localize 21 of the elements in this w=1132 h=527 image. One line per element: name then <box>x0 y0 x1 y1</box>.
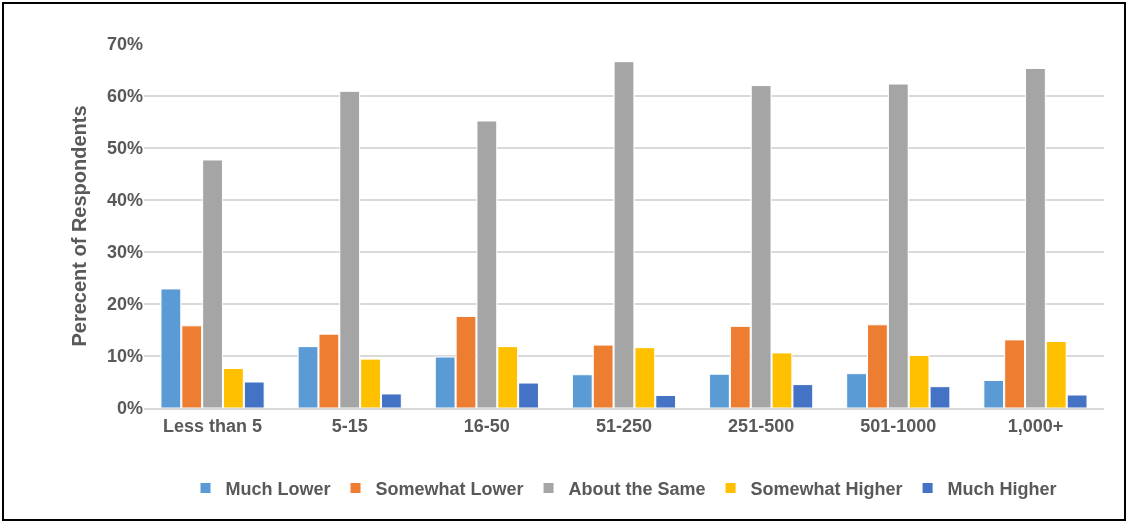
x-tick-label: 251-500 <box>728 415 795 436</box>
legend-label: Somewhat Lower <box>375 479 524 500</box>
x-tick-label: 16-50 <box>463 415 510 436</box>
x-tick-label: 5-15 <box>331 415 368 436</box>
y-tick-label: 0% <box>116 398 143 419</box>
y-axis-title: Perecent of Respondents <box>68 105 91 347</box>
legend-label: About the Same <box>568 479 706 500</box>
legend-label: Much Lower <box>225 479 331 500</box>
x-tick-label: 1,000+ <box>1007 415 1064 436</box>
x-tick-label: Less than 5 <box>163 415 263 436</box>
y-tick-label: 60% <box>106 86 143 107</box>
y-tick-label: 10% <box>106 346 143 367</box>
y-tick-label: 50% <box>106 138 143 159</box>
y-tick-label: 70% <box>106 34 143 55</box>
y-tick-label: 30% <box>106 242 143 263</box>
x-tick-label: 51-250 <box>595 415 653 436</box>
y-tick-label: 40% <box>106 190 143 211</box>
x-tick-label: 501-1000 <box>860 415 937 436</box>
legend-label: Much Higher <box>947 479 1057 500</box>
legend-label: Somewhat Higher <box>750 479 903 500</box>
y-tick-label: 20% <box>106 294 143 315</box>
